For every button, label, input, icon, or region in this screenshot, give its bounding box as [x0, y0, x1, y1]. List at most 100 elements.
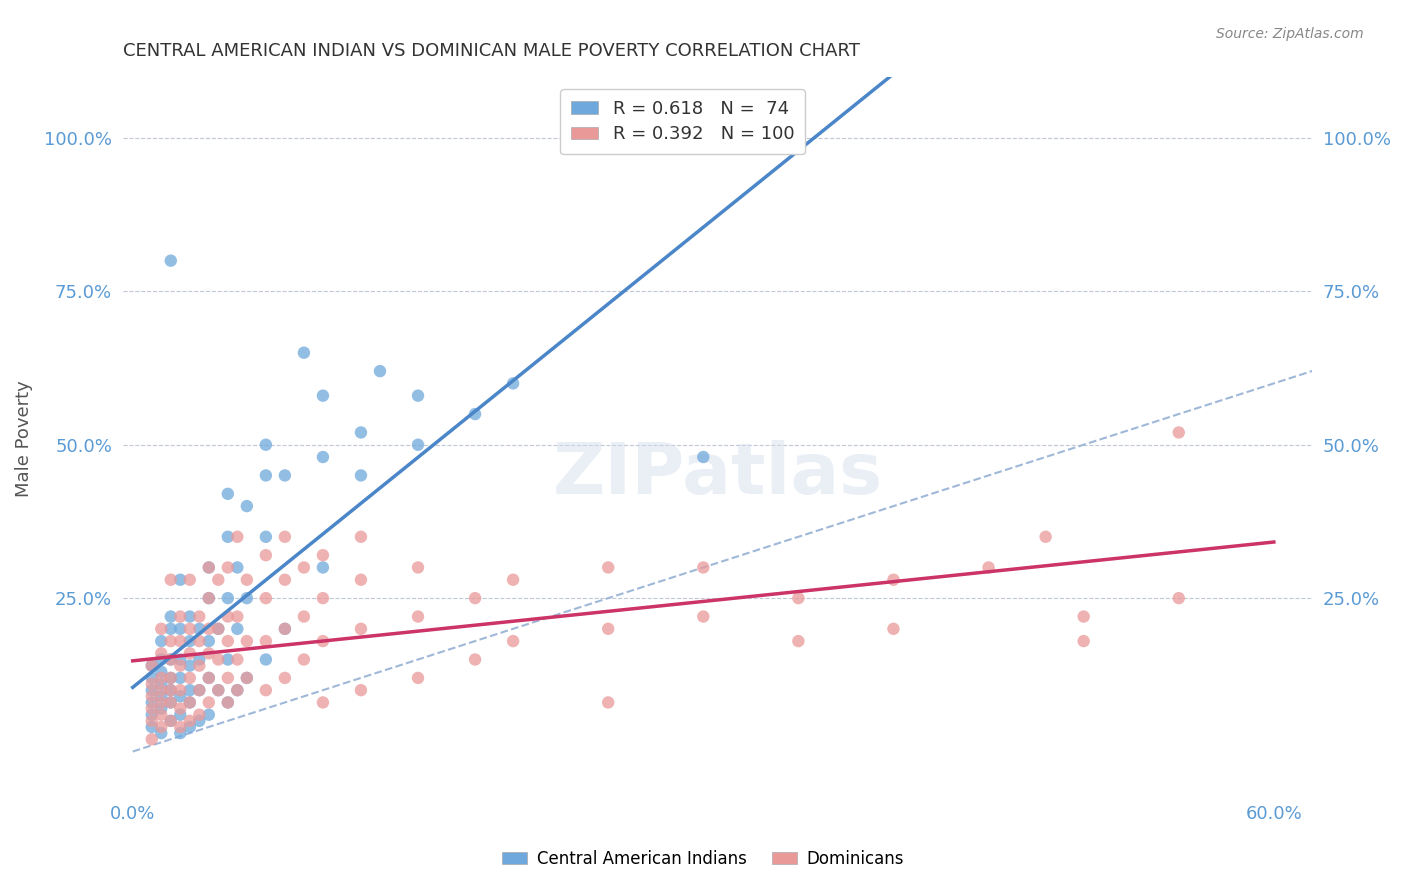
Point [502, 573, 524, 587]
Point [169, 683, 191, 698]
Point [150, 690, 173, 704]
Point [198, 671, 221, 685]
Point [150, 720, 173, 734]
Point [188, 707, 211, 722]
Point [159, 714, 181, 728]
Point [159, 671, 181, 685]
Point [406, 389, 429, 403]
Point [141, 714, 163, 728]
Point [292, 345, 315, 359]
Point [179, 695, 201, 709]
Point [207, 573, 229, 587]
Point [179, 695, 201, 709]
Point [1167, 425, 1189, 440]
Legend: Central American Indians, Dominicans: Central American Indians, Dominicans [495, 844, 911, 875]
Point [226, 622, 249, 636]
Point [188, 622, 211, 636]
Point [179, 714, 201, 728]
Point [217, 695, 239, 709]
Point [141, 720, 163, 734]
Point [207, 683, 229, 698]
Point [274, 530, 297, 544]
Point [217, 652, 239, 666]
Point [150, 726, 173, 740]
Point [179, 671, 201, 685]
Point [1073, 634, 1095, 648]
Point [169, 707, 191, 722]
Point [150, 652, 173, 666]
Point [502, 376, 524, 391]
Point [292, 609, 315, 624]
Point [312, 560, 335, 574]
Point [141, 707, 163, 722]
Point [598, 560, 620, 574]
Point [150, 683, 173, 698]
Text: ZIPatlas: ZIPatlas [553, 441, 883, 509]
Point [141, 683, 163, 698]
Point [236, 671, 259, 685]
Point [274, 671, 297, 685]
Point [292, 652, 315, 666]
Point [159, 634, 181, 648]
Point [226, 683, 249, 698]
Point [141, 701, 163, 715]
Point [150, 707, 173, 722]
Point [217, 671, 239, 685]
Point [226, 609, 249, 624]
Point [217, 530, 239, 544]
Point [368, 364, 391, 378]
Point [150, 646, 173, 660]
Point [236, 573, 259, 587]
Point [207, 622, 229, 636]
Point [254, 468, 277, 483]
Point [150, 701, 173, 715]
Point [159, 573, 181, 587]
Point [292, 560, 315, 574]
Point [159, 622, 181, 636]
Point [159, 683, 181, 698]
Point [598, 695, 620, 709]
Point [274, 468, 297, 483]
Point [254, 530, 277, 544]
Point [188, 652, 211, 666]
Point [236, 499, 259, 513]
Point [188, 683, 211, 698]
Point [159, 671, 181, 685]
Point [236, 591, 259, 606]
Point [169, 609, 191, 624]
Point [312, 695, 335, 709]
Point [274, 622, 297, 636]
Point [179, 634, 201, 648]
Point [977, 560, 1000, 574]
Point [274, 573, 297, 587]
Point [882, 622, 904, 636]
Point [217, 560, 239, 574]
Point [312, 450, 335, 464]
Point [198, 671, 221, 685]
Text: CENTRAL AMERICAN INDIAN VS DOMINICAN MALE POVERTY CORRELATION CHART: CENTRAL AMERICAN INDIAN VS DOMINICAN MAL… [124, 42, 860, 60]
Point [179, 573, 201, 587]
Point [150, 695, 173, 709]
Point [169, 622, 191, 636]
Point [198, 622, 221, 636]
Point [217, 634, 239, 648]
Point [226, 560, 249, 574]
Point [787, 634, 810, 648]
Point [274, 622, 297, 636]
Point [254, 634, 277, 648]
Point [188, 683, 211, 698]
Text: Source: ZipAtlas.com: Source: ZipAtlas.com [1216, 27, 1364, 41]
Point [692, 609, 714, 624]
Point [254, 652, 277, 666]
Point [179, 622, 201, 636]
Point [350, 425, 373, 440]
Point [217, 695, 239, 709]
Point [169, 671, 191, 685]
Point [254, 438, 277, 452]
Point [312, 634, 335, 648]
Point [150, 622, 173, 636]
Point [406, 609, 429, 624]
Point [217, 591, 239, 606]
Point [1035, 530, 1057, 544]
Point [141, 658, 163, 673]
